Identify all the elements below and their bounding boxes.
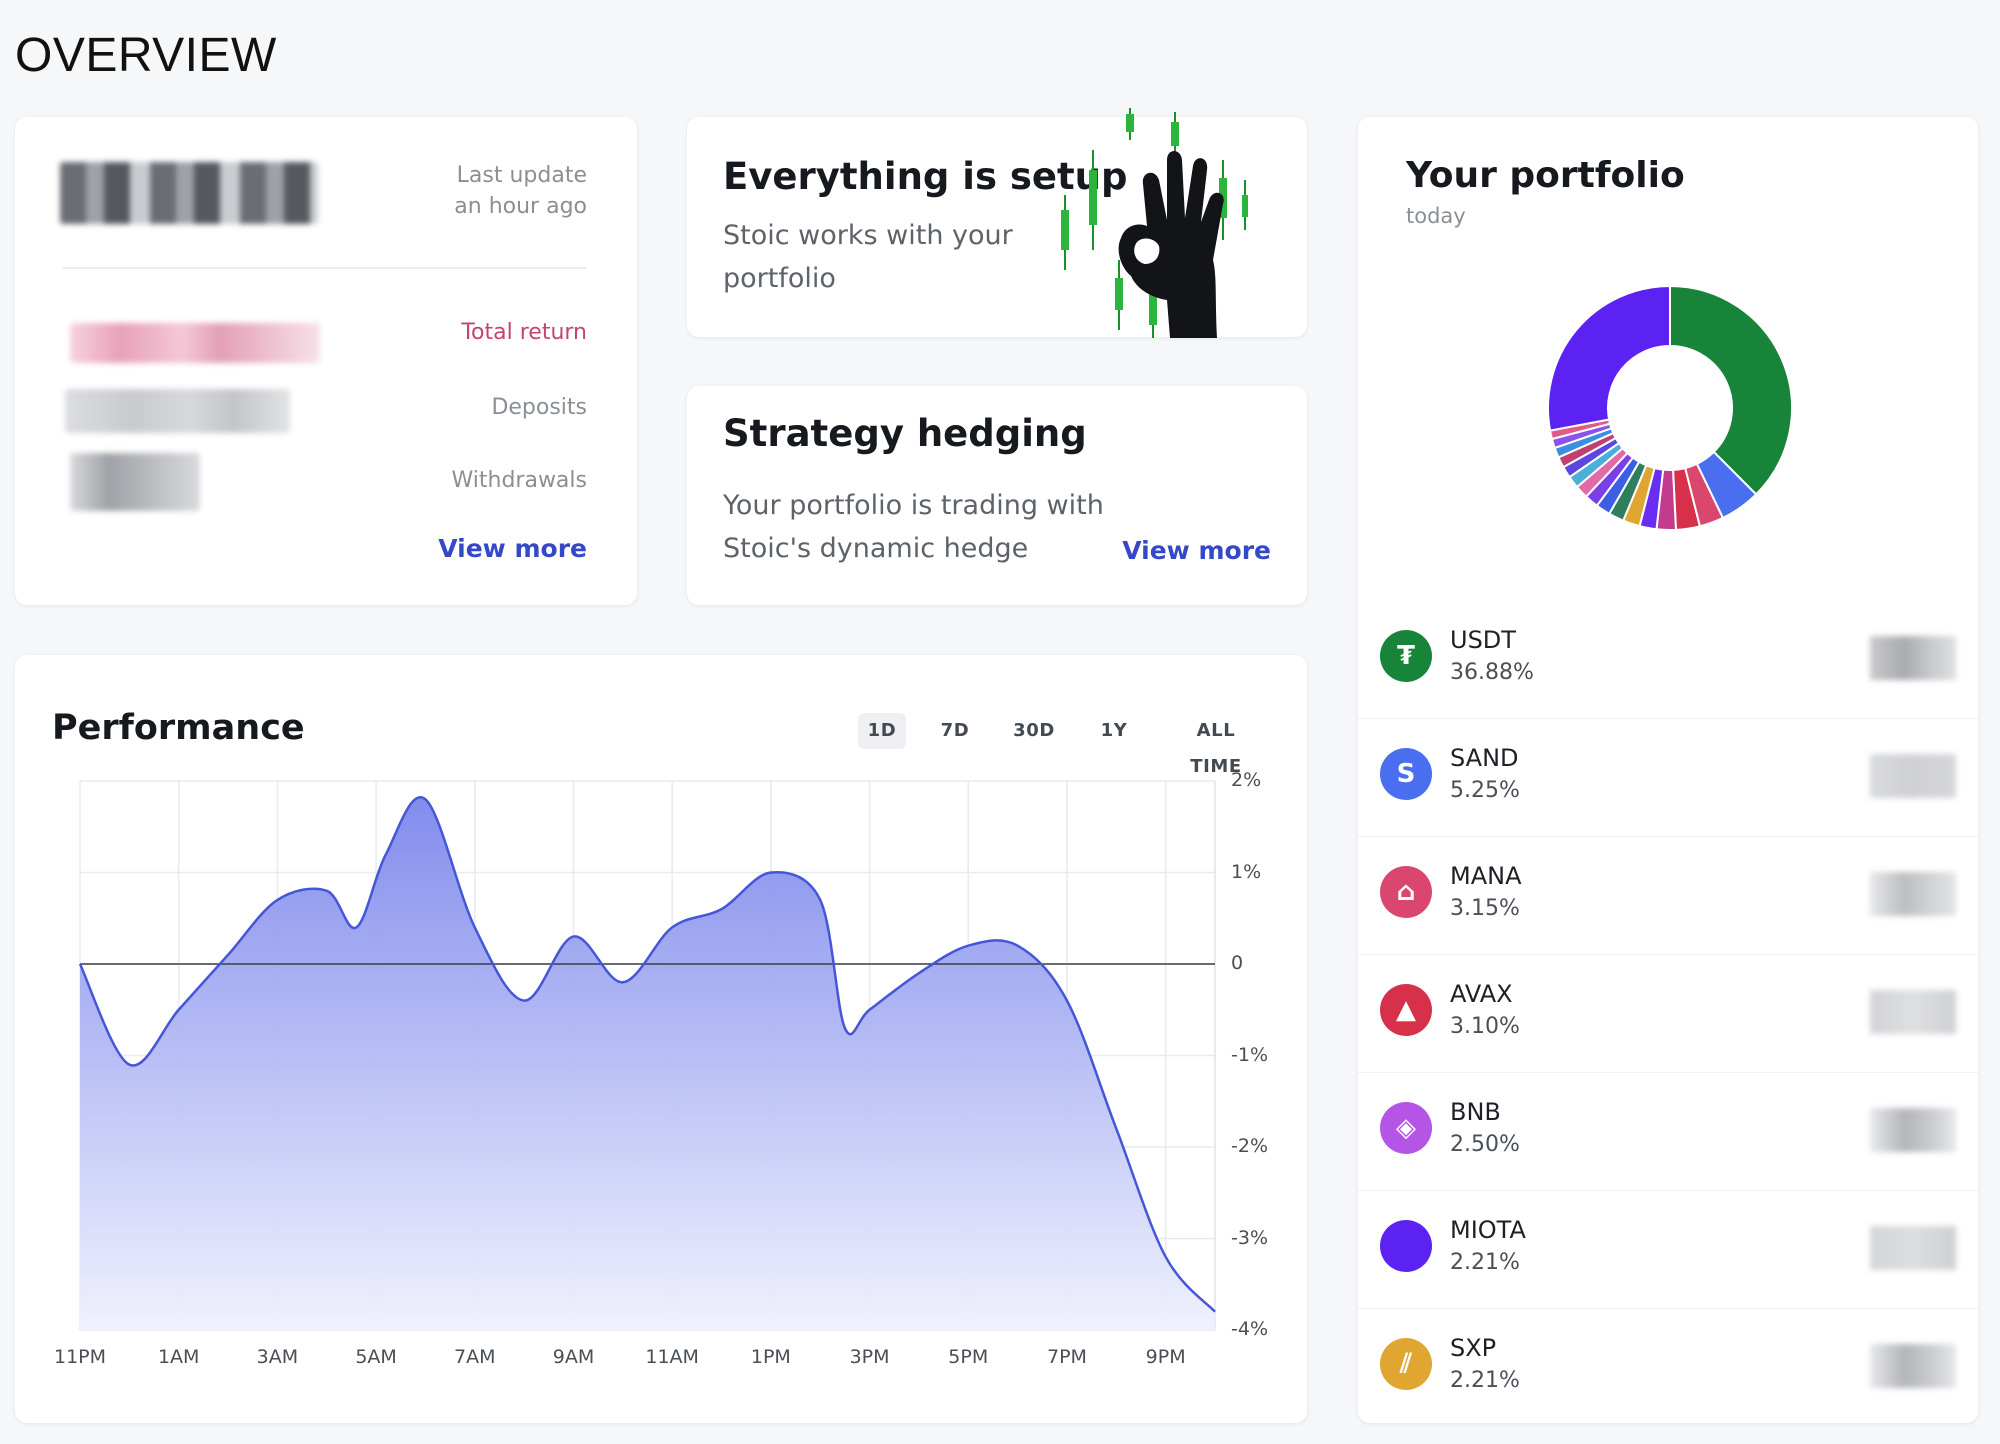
portfolio-title: Your portfolio <box>1406 155 1685 196</box>
miota-icon <box>1380 1220 1432 1272</box>
hedging-text-line1: Your portfolio is trading with <box>723 490 1104 521</box>
x-tick-label: 9AM <box>552 1346 595 1368</box>
asset-symbol: MANA <box>1450 862 1522 890</box>
asset-symbol: SXP <box>1450 1334 1497 1362</box>
x-tick-label: 3PM <box>849 1346 890 1368</box>
x-tick-label: 1PM <box>750 1346 791 1368</box>
setup-text-line1: Stoic works with your <box>723 220 1013 251</box>
ok-hand-candles-icon <box>1061 108 1248 338</box>
asset-value-redacted <box>1870 872 1956 916</box>
bnb-icon: ◈ <box>1380 1102 1432 1154</box>
asset-percent: 2.50% <box>1450 1132 1520 1157</box>
tether-icon: ₮ <box>1380 630 1432 682</box>
summary-view-more-link[interactable]: View more <box>438 534 587 563</box>
asset-symbol: AVAX <box>1450 980 1513 1008</box>
asset-percent: 3.10% <box>1450 1014 1520 1039</box>
hedging-card: Strategy hedging Your portfolio is tradi… <box>687 386 1307 605</box>
performance-title: Performance <box>52 708 305 748</box>
account-summary-card: Last update an hour ago Total return Dep… <box>15 117 637 605</box>
balance-redacted <box>60 162 318 224</box>
x-tick-label: 5PM <box>948 1346 989 1368</box>
asset-value-redacted <box>1870 1344 1956 1388</box>
asset-value-redacted <box>1870 636 1956 680</box>
asset-value-redacted <box>1870 1108 1956 1152</box>
asset-percent: 2.21% <box>1450 1250 1520 1275</box>
x-tick-label: 3AM <box>256 1346 299 1368</box>
hedging-text-line2: Stoic's dynamic hedge <box>723 533 1029 564</box>
asset-percent: 3.15% <box>1450 896 1520 921</box>
divider <box>63 267 587 269</box>
asset-symbol: MIOTA <box>1450 1216 1526 1244</box>
setup-text-line2: portfolio <box>723 263 836 294</box>
y-tick-label: -2% <box>1231 1135 1268 1157</box>
total-return-redacted <box>70 323 320 363</box>
x-tick-label: 5AM <box>355 1346 397 1368</box>
tab-30d[interactable]: 30D <box>1013 720 1055 741</box>
y-tick-label: 1% <box>1231 860 1262 883</box>
y-tick-label: -4% <box>1231 1318 1268 1340</box>
x-tick-label: 7AM <box>454 1346 496 1368</box>
asset-value-redacted <box>1870 1226 1956 1270</box>
y-tick-label: 0 <box>1231 952 1244 974</box>
asset-percent: 36.88% <box>1450 660 1534 685</box>
donut-slice[interactable] <box>1669 284 1793 496</box>
asset-symbol: USDT <box>1450 626 1516 654</box>
hedging-title: Strategy hedging <box>723 412 1087 455</box>
x-tick-label: 11AM <box>645 1346 699 1368</box>
page-title: OVERVIEW <box>15 29 277 82</box>
y-tick-label: 2% <box>1231 769 1262 791</box>
avax-icon: ▲ <box>1380 984 1432 1036</box>
deposits-redacted <box>65 389 290 433</box>
total-return-label: Total return <box>461 320 587 345</box>
asset-row[interactable]: MIOTA 2.21% <box>1358 1190 1978 1309</box>
deposits-label: Deposits <box>491 395 587 420</box>
hedging-view-more-link[interactable]: View more <box>1122 536 1271 565</box>
last-update-label: Last update <box>456 163 587 188</box>
sand-icon: S <box>1380 748 1432 800</box>
asset-percent: 5.25% <box>1450 778 1520 803</box>
donut-slice[interactable] <box>1547 284 1671 432</box>
tab-1d[interactable]: 1D <box>858 713 906 749</box>
performance-area <box>80 797 1215 1330</box>
x-tick-label: 7PM <box>1046 1346 1087 1368</box>
asset-value-redacted <box>1870 990 1956 1034</box>
asset-row[interactable]: ◈ BNB 2.50% <box>1358 1072 1978 1191</box>
portfolio-donut-chart <box>1547 284 1793 531</box>
x-tick-label: 11PM <box>53 1346 107 1368</box>
tab-7d[interactable]: 7D <box>940 720 970 741</box>
last-update-value: an hour ago <box>454 194 587 219</box>
asset-symbol: SAND <box>1450 744 1519 772</box>
withdrawals-label: Withdrawals <box>451 468 588 493</box>
tab-all-time[interactable]: ALL TIME <box>1190 720 1242 777</box>
tab-1y[interactable]: 1Y <box>1100 720 1128 741</box>
portfolio-subtitle: today <box>1406 204 1466 228</box>
asset-row[interactable]: ⌂ MANA 3.15% <box>1358 836 1978 955</box>
asset-row[interactable]: ⫽ SXP 2.21% <box>1358 1308 1978 1427</box>
asset-value-redacted <box>1870 754 1956 798</box>
setup-title: Everything is setup <box>723 155 1128 198</box>
mana-icon: ⌂ <box>1380 866 1432 918</box>
performance-line <box>78 796 1216 1313</box>
asset-row[interactable]: ₮ USDT 36.88% <box>1358 600 1978 719</box>
x-tick-label: 1AM <box>157 1346 200 1368</box>
asset-percent: 2.21% <box>1450 1368 1520 1393</box>
withdrawals-redacted <box>70 453 200 511</box>
sxp-icon: ⫽ <box>1380 1338 1432 1390</box>
asset-row[interactable]: ▲ AVAX 3.10% <box>1358 954 1978 1073</box>
asset-row[interactable]: S SAND 5.25% <box>1358 718 1978 837</box>
x-tick-label: 9PM <box>1145 1346 1186 1368</box>
y-tick-label: -1% <box>1231 1043 1268 1066</box>
y-tick-label: -3% <box>1231 1226 1268 1249</box>
asset-symbol: BNB <box>1450 1098 1501 1126</box>
